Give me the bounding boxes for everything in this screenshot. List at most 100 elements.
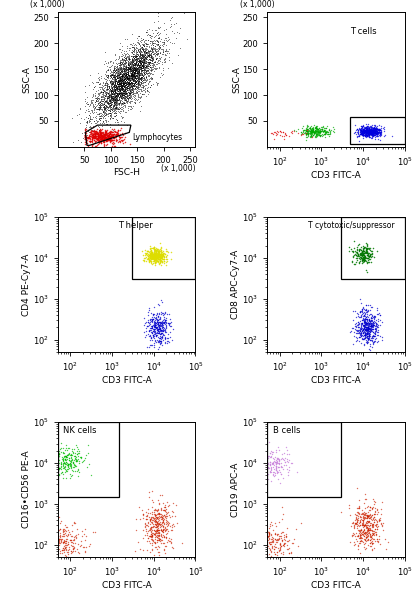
Point: [112, 77, 119, 86]
Point: [58, 457, 65, 467]
Point: [102, 78, 109, 88]
Point: [150, 253, 157, 262]
Point: [169, 39, 175, 49]
Point: [148, 33, 154, 43]
Point: [93, 132, 100, 141]
Point: [369, 320, 375, 330]
Point: [360, 126, 366, 136]
Point: [133, 70, 139, 80]
Point: [139, 68, 146, 78]
Point: [170, 19, 177, 29]
Point: [100, 89, 107, 98]
Point: [119, 69, 126, 78]
Point: [118, 74, 125, 84]
Point: [128, 102, 134, 111]
Point: [107, 106, 113, 116]
Point: [279, 540, 286, 550]
Point: [116, 69, 123, 78]
Point: [111, 96, 117, 106]
Point: [131, 62, 137, 72]
Point: [136, 83, 142, 92]
Point: [128, 81, 135, 91]
Point: [126, 53, 133, 63]
Point: [107, 107, 113, 116]
Point: [153, 322, 159, 332]
Point: [373, 124, 380, 134]
Point: [276, 462, 282, 471]
Point: [69, 454, 75, 464]
Point: [109, 78, 116, 88]
Point: [150, 252, 157, 262]
Point: [365, 128, 371, 137]
Point: [274, 129, 281, 138]
Point: [367, 319, 373, 328]
Point: [138, 68, 144, 77]
Point: [114, 62, 120, 71]
Point: [156, 250, 163, 259]
Point: [129, 59, 136, 69]
Point: [304, 125, 310, 135]
Point: [266, 437, 273, 447]
Point: [358, 129, 365, 139]
Point: [99, 94, 106, 104]
Point: [370, 131, 377, 140]
Point: [160, 324, 166, 334]
Point: [353, 321, 359, 331]
Point: [114, 83, 121, 92]
Point: [118, 95, 125, 105]
Point: [274, 467, 281, 477]
Point: [152, 504, 158, 514]
Point: [158, 326, 165, 336]
Point: [98, 134, 104, 143]
Point: [141, 63, 148, 72]
Point: [145, 80, 151, 89]
Point: [128, 92, 134, 101]
Point: [130, 62, 137, 72]
Point: [152, 528, 158, 538]
Point: [132, 90, 139, 99]
Point: [359, 121, 366, 131]
Point: [139, 63, 146, 72]
Point: [145, 55, 152, 64]
Point: [124, 79, 131, 89]
Point: [142, 53, 149, 63]
Point: [375, 327, 382, 337]
Point: [75, 451, 81, 461]
Point: [150, 320, 157, 329]
Point: [176, 29, 183, 38]
Point: [110, 89, 117, 99]
Point: [138, 63, 145, 73]
Point: [112, 66, 119, 75]
Point: [160, 308, 166, 318]
Point: [373, 319, 379, 329]
Point: [131, 67, 138, 77]
Point: [155, 327, 162, 337]
Point: [325, 125, 332, 135]
Point: [361, 528, 368, 538]
Point: [274, 453, 280, 462]
Point: [153, 554, 159, 564]
Point: [363, 324, 369, 334]
Point: [273, 465, 279, 474]
Point: [128, 71, 135, 80]
Point: [153, 251, 160, 261]
Point: [101, 80, 108, 90]
Point: [114, 64, 121, 74]
Point: [108, 92, 115, 101]
Point: [328, 125, 335, 135]
Point: [361, 330, 368, 340]
Point: [86, 131, 93, 141]
Point: [82, 140, 89, 149]
Point: [59, 534, 65, 544]
Point: [114, 77, 121, 87]
Point: [142, 38, 149, 48]
Point: [104, 133, 110, 143]
Point: [139, 62, 146, 71]
Point: [124, 89, 131, 98]
Point: [110, 90, 117, 100]
Point: [154, 335, 160, 345]
Point: [114, 87, 121, 97]
Point: [123, 68, 130, 78]
Point: [132, 84, 139, 94]
Point: [122, 81, 129, 90]
